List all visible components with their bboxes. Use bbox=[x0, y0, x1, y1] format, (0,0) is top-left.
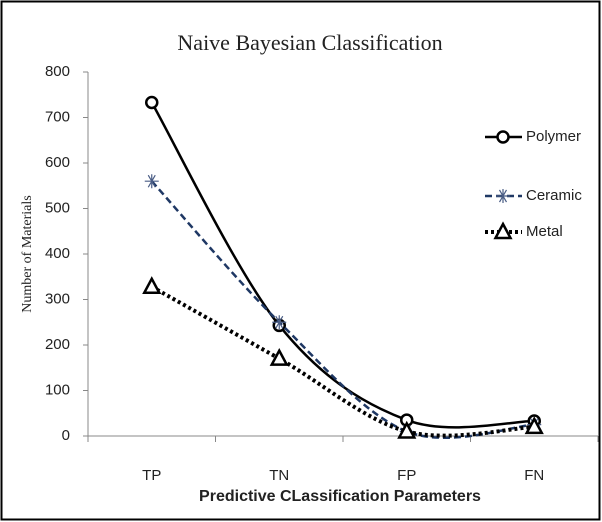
y-axis-label: Number of Materials bbox=[20, 195, 35, 312]
y-tick-label: 800 bbox=[45, 63, 70, 80]
x-tick-label: FN bbox=[524, 467, 544, 484]
data-point bbox=[524, 416, 544, 435]
y-tick-label: 200 bbox=[45, 336, 70, 353]
x-tick-label: TN bbox=[269, 467, 289, 484]
data-point bbox=[142, 276, 162, 295]
legend-marker bbox=[493, 221, 513, 240]
chart-title: Naive Bayesian Classification bbox=[177, 30, 442, 55]
x-axis-label: Predictive CLassification Parameters bbox=[199, 488, 481, 505]
legend-label: Ceramic bbox=[526, 187, 582, 204]
legend-label: Metal bbox=[526, 223, 563, 240]
series-line bbox=[150, 285, 535, 438]
data-point bbox=[397, 420, 417, 439]
x-tick-label: FP bbox=[397, 467, 416, 484]
y-tick-label: 700 bbox=[45, 108, 70, 125]
legend-marker bbox=[496, 189, 510, 203]
y-tick-label: 0 bbox=[62, 427, 70, 444]
legend-marker bbox=[496, 130, 510, 144]
data-point bbox=[269, 348, 289, 366]
y-tick-label: 100 bbox=[45, 381, 70, 398]
data-point bbox=[144, 174, 159, 189]
series-line bbox=[150, 180, 535, 439]
y-tick-label: 400 bbox=[45, 245, 70, 262]
y-tick-label: 600 bbox=[45, 154, 70, 171]
series-line bbox=[150, 101, 535, 429]
x-tick-label: TP bbox=[142, 467, 161, 484]
y-tick-label: 300 bbox=[45, 290, 70, 307]
y-tick-label: 500 bbox=[45, 199, 70, 216]
legend-label: Polymer bbox=[526, 128, 581, 145]
data-point bbox=[145, 95, 159, 110]
data-point bbox=[272, 315, 287, 330]
